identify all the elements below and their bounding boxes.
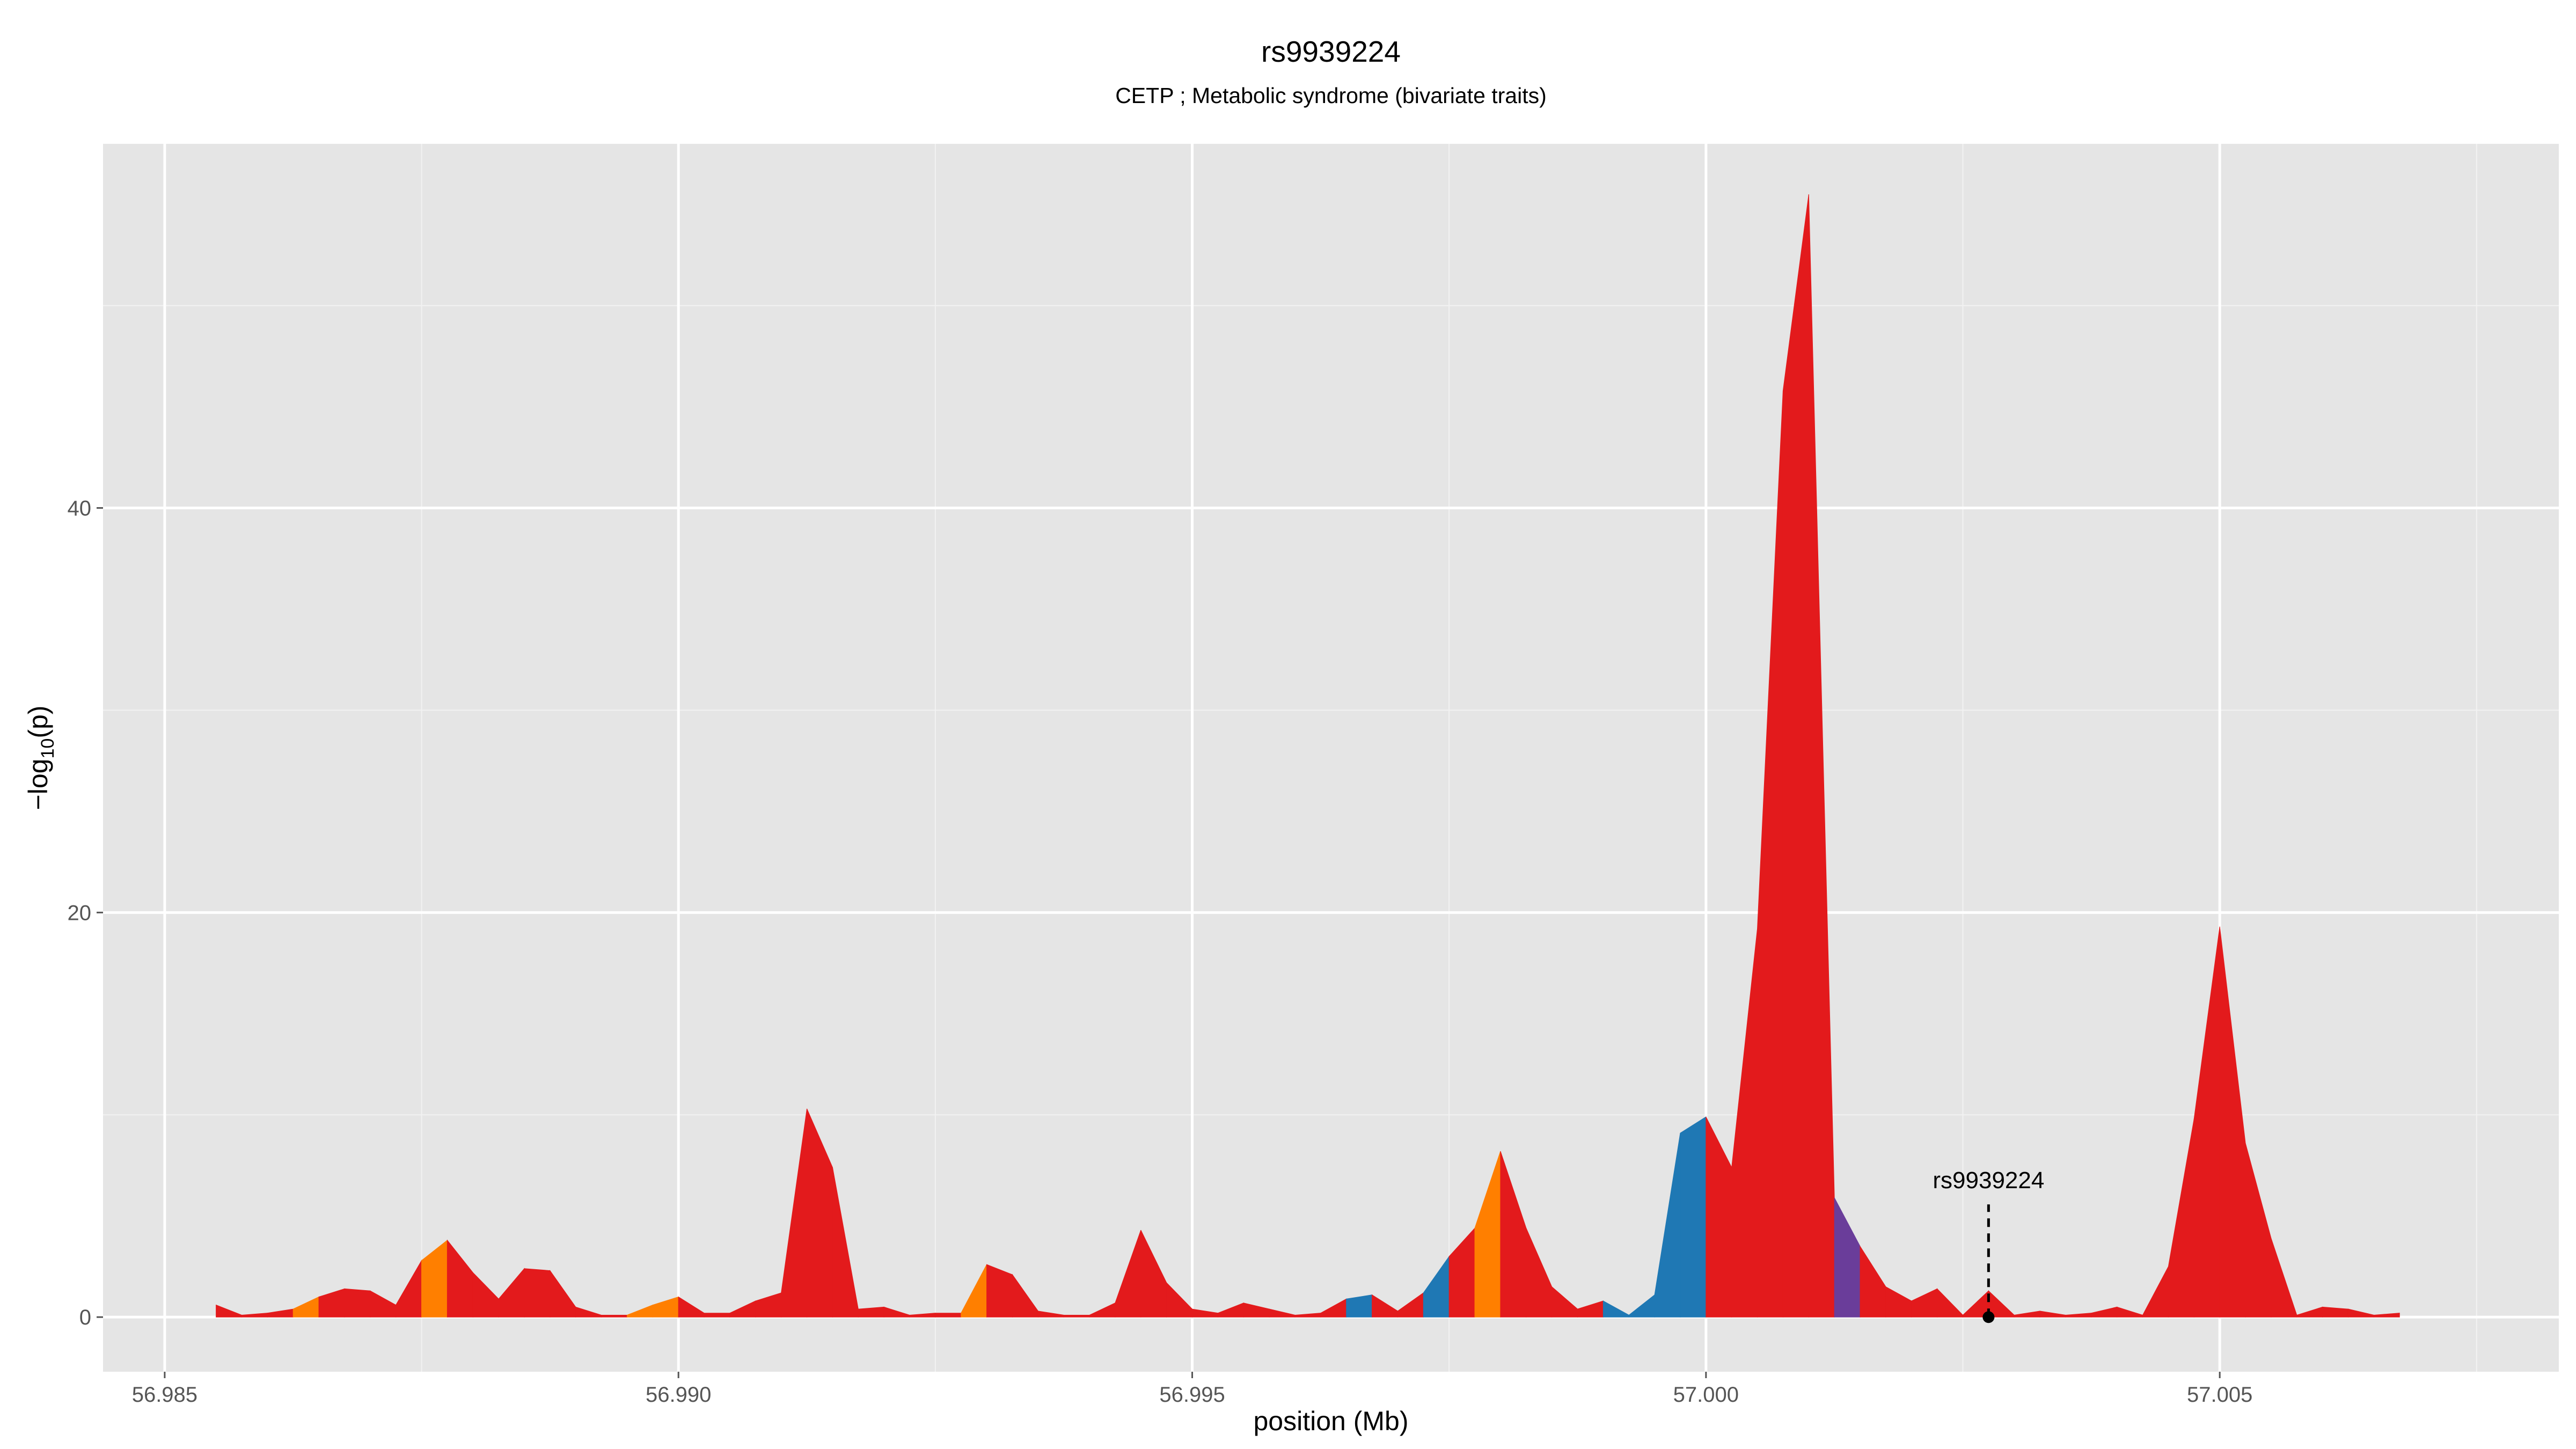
- area-series: [216, 194, 2400, 1318]
- area-segment: [2322, 1306, 2348, 1318]
- x-tick-label: 57.005: [2187, 1383, 2252, 1407]
- y-tick-label: 20: [68, 901, 92, 925]
- y-axis-label: −log10(p): [23, 706, 58, 810]
- axes: 56.985 56.990 56.995 57.000 57.005 0 20 40: [68, 496, 2253, 1407]
- plot-panel: [103, 144, 2559, 1372]
- area-segment: [524, 1268, 551, 1318]
- y-tick-label: 40: [68, 496, 92, 520]
- x-tick-label: 56.995: [1159, 1383, 1225, 1407]
- annotation-label: rs9939224: [1933, 1167, 2044, 1194]
- area-segment: [2373, 1313, 2400, 1318]
- area-segment: [344, 1288, 371, 1318]
- area-segment: [1063, 1314, 1090, 1318]
- x-axis-label: position (Mb): [1254, 1406, 1409, 1436]
- annotation-point: [1982, 1311, 1995, 1323]
- area-segment: [935, 1313, 962, 1318]
- x-tick-label: 57.000: [1673, 1383, 1739, 1407]
- chart-subtitle: CETP ; Metabolic syndrome (bivariate tra…: [1115, 83, 1547, 108]
- x-tick-label: 56.985: [132, 1383, 197, 1407]
- area-segment: [858, 1306, 884, 1318]
- area-segment: [1782, 194, 1809, 1318]
- area-segment: [1680, 1116, 1707, 1318]
- area-segment: [704, 1313, 730, 1318]
- annotation: rs9939224: [1933, 1167, 2044, 1323]
- area-segment: [1346, 1294, 1373, 1318]
- chart-title: rs9939224: [1261, 35, 1401, 68]
- area-segment: [601, 1314, 627, 1318]
- x-tick-label: 56.990: [646, 1383, 711, 1407]
- y-tick-label: 0: [79, 1306, 91, 1329]
